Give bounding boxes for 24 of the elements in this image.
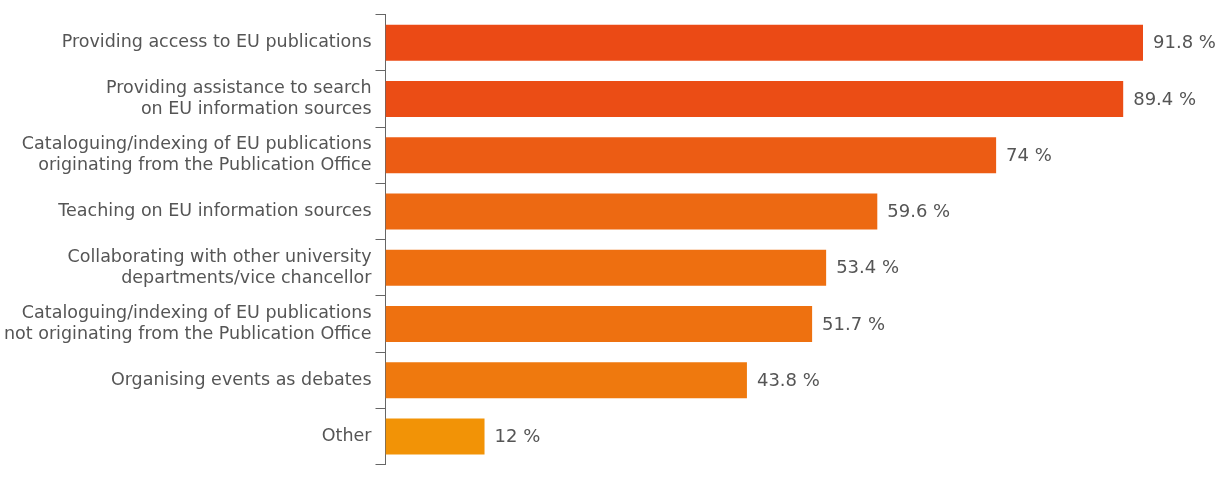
data-label: 51.7 % <box>822 312 886 334</box>
y-tick-label: Cataloguing/indexing of EU publications not originating from the Publication Office <box>3 301 372 343</box>
y-tick-label: Collaborating with other university departments/vice chancellor <box>67 245 373 287</box>
y-tick-label: Teaching on EU information sources <box>57 199 372 220</box>
data-label: 74 % <box>1006 143 1052 165</box>
bar <box>385 137 997 174</box>
bar <box>385 418 485 455</box>
y-tick-label: Organising events as debates <box>110 368 372 389</box>
bar <box>385 249 827 286</box>
bar <box>385 80 1124 117</box>
data-label: 12 % <box>494 425 541 447</box>
y-tick-label: Providing access to EU publications <box>61 31 372 52</box>
bar <box>385 362 747 399</box>
y-tick-label: Cataloguing/indexing of EU publications originating from the Publication Office <box>21 133 372 175</box>
data-label: 59.6 % <box>887 200 951 222</box>
y-tick-label: Other <box>321 424 373 445</box>
bar <box>385 24 1143 61</box>
data-label: 53.4 % <box>836 256 900 278</box>
data-label: 89.4 % <box>1133 87 1197 109</box>
bar <box>385 193 878 230</box>
data-label: 91.8 % <box>1153 31 1216 53</box>
data-label: 43.8 % <box>756 368 820 390</box>
bar <box>385 305 813 342</box>
y-tick-label: Providing assistance to search on EU information sources <box>105 76 372 118</box>
